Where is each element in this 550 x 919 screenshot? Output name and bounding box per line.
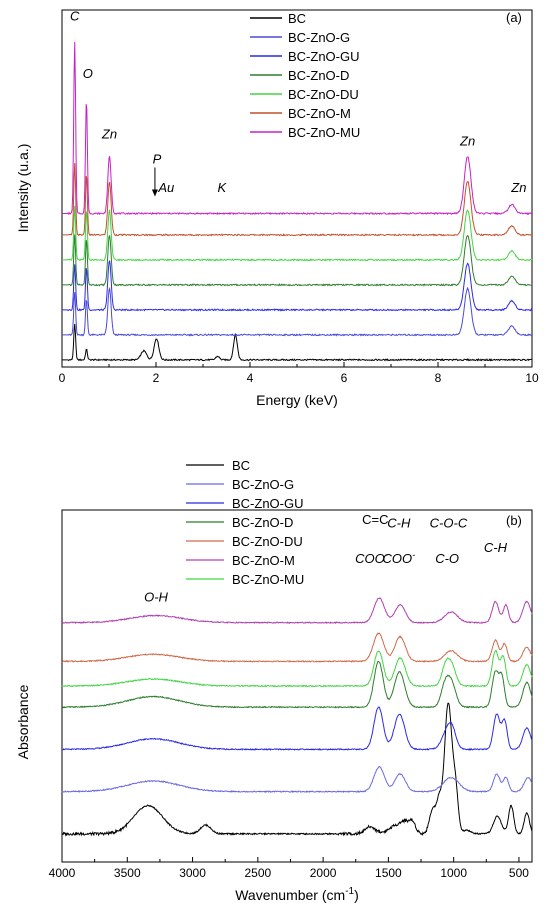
y-axis-label-a: Intensity (u.a.) [15, 144, 31, 233]
series-line-b-1 [61, 766, 533, 794]
x-tick-label-b: 2000 [310, 866, 337, 880]
legend-label-a: BC-ZnO-DU [288, 87, 359, 102]
annotation-b-text: COO [383, 551, 413, 566]
series-line-a-1 [62, 286, 533, 337]
x-tick-label-b: 500 [509, 866, 529, 880]
annotation-b: C-H [387, 516, 411, 531]
x-tick-label-a: 2 [153, 371, 160, 385]
annotation-b-text: C-H [484, 540, 508, 555]
annotation-a: P [153, 152, 162, 167]
series-group-b [61, 597, 533, 837]
series-line-b-2 [61, 706, 533, 751]
annotation-b: O-H [144, 590, 168, 605]
annotation-b-text: C-H [387, 516, 411, 531]
annotation-b-sup: - [385, 550, 388, 560]
legend-label-a: BC-ZnO-D [288, 68, 349, 83]
annotation-b: C-O-C [430, 516, 468, 531]
x-tick-label-a: 4 [247, 371, 254, 385]
legend-a: BC BC-ZnO-G BC-ZnO-GU BC-ZnO-D BC-ZnO-DU BC-Z… [250, 11, 360, 140]
annotation-b: COO- [355, 550, 388, 566]
series-line-a-6 [62, 41, 533, 216]
annotation-a: Au [157, 180, 174, 195]
series-group-a [62, 41, 533, 362]
x-tick-label-b: 3500 [114, 866, 141, 880]
x-axis-label-a: Energy (keV) [256, 392, 338, 408]
x-tick-label-b: 2500 [244, 866, 271, 880]
annotations-a: C O Zn P Au K Zn Zn [70, 9, 526, 197]
annotation-b: C-H [484, 540, 508, 555]
annotation-a: Zn [459, 134, 475, 149]
x-axis-label-b-main: Wavenumber (cm [235, 887, 345, 903]
x-ticks-a: 0 2 4 6 8 10 [59, 362, 539, 385]
series-line-a-2 [62, 260, 533, 312]
annotation-b-text: C-O-C [430, 516, 468, 531]
series-line-b-6 [61, 649, 533, 688]
legend-label-b: BC-ZnO-MU [232, 572, 304, 587]
annotation-b: C-O [435, 551, 459, 566]
x-ticks-b: 4000 3500 3000 2500 2000 1500 1000 500 [49, 857, 529, 880]
legend-label-b: BC [232, 458, 250, 473]
annotation-b: C=C [362, 512, 388, 527]
annotation-a: O [83, 66, 93, 81]
annotation-a: Zn [510, 180, 526, 195]
legend-label-a: BC-ZnO-GU [288, 49, 360, 64]
annotation-a: Zn [101, 127, 117, 142]
annotation-b-text: C=C [362, 512, 388, 527]
x-tick-label-b: 1000 [440, 866, 467, 880]
legend-label-b: BC-ZnO-GU [232, 496, 304, 511]
legend-label-a: BC-ZnO-M [288, 106, 351, 121]
annotation-arrowhead-a [151, 189, 158, 197]
series-line-b-3 [61, 660, 533, 709]
series-line-b-5 [61, 597, 533, 625]
x-tick-label-a: 6 [341, 371, 348, 385]
legend-label-a: BC [288, 11, 306, 26]
annotation-b: COO- [383, 550, 416, 566]
annotation-a: C [70, 9, 80, 24]
x-axis-label-b: Wavenumber (cm-1) [235, 886, 359, 903]
x-axis-label-b-close: ) [354, 887, 359, 903]
x-tick-label-b: 3000 [179, 866, 206, 880]
x-tick-label-b: 4000 [49, 866, 76, 880]
legend-b: BC BC-ZnO-G BC-ZnO-GU BC-ZnO-D BC-ZnO-DU BC-Z… [186, 458, 304, 587]
series-line-a-3 [62, 234, 533, 287]
legend-label-b: BC-ZnO-D [232, 515, 293, 530]
legend-label-a: BC-ZnO-G [288, 30, 350, 45]
annotation-b-text: COO [355, 551, 385, 566]
panel-b: 4000 3500 3000 2500 2000 1500 1000 500 O-HC=CC-… [15, 458, 533, 903]
panel-label-a: (a) [506, 10, 522, 25]
annotation-b-sup: - [412, 550, 415, 560]
x-axis-label-b-sup: -1 [345, 886, 354, 897]
legend-label-b: BC-ZnO-M [232, 553, 295, 568]
x-tick-label-b: 1500 [375, 866, 402, 880]
legend-label-b: BC-ZnO-G [232, 477, 294, 492]
panel-a: 0 2 4 6 8 10 C O Zn P Au K Zn Zn BC BC-ZnO-G BC-ZnO-GU… [15, 9, 539, 408]
panel-label-b: (b) [506, 513, 522, 528]
annotation-b-text: O-H [144, 590, 168, 605]
series-line-a-0 [62, 323, 533, 362]
x-tick-label-a: 8 [435, 371, 442, 385]
series-line-a-5 [62, 163, 533, 237]
series-line-b-4 [61, 632, 533, 663]
y-axis-label-b: Absorbance [15, 684, 31, 759]
series-line-b-0 [61, 702, 533, 837]
annotation-a: K [217, 180, 227, 195]
legend-label-b: BC-ZnO-DU [232, 534, 303, 549]
series-line-a-4 [62, 205, 533, 262]
x-tick-label-a: 10 [525, 371, 539, 385]
legend-label-a: BC-ZnO-MU [288, 125, 360, 140]
x-tick-label-a: 0 [59, 371, 66, 385]
annotation-b-text: C-O [435, 551, 459, 566]
